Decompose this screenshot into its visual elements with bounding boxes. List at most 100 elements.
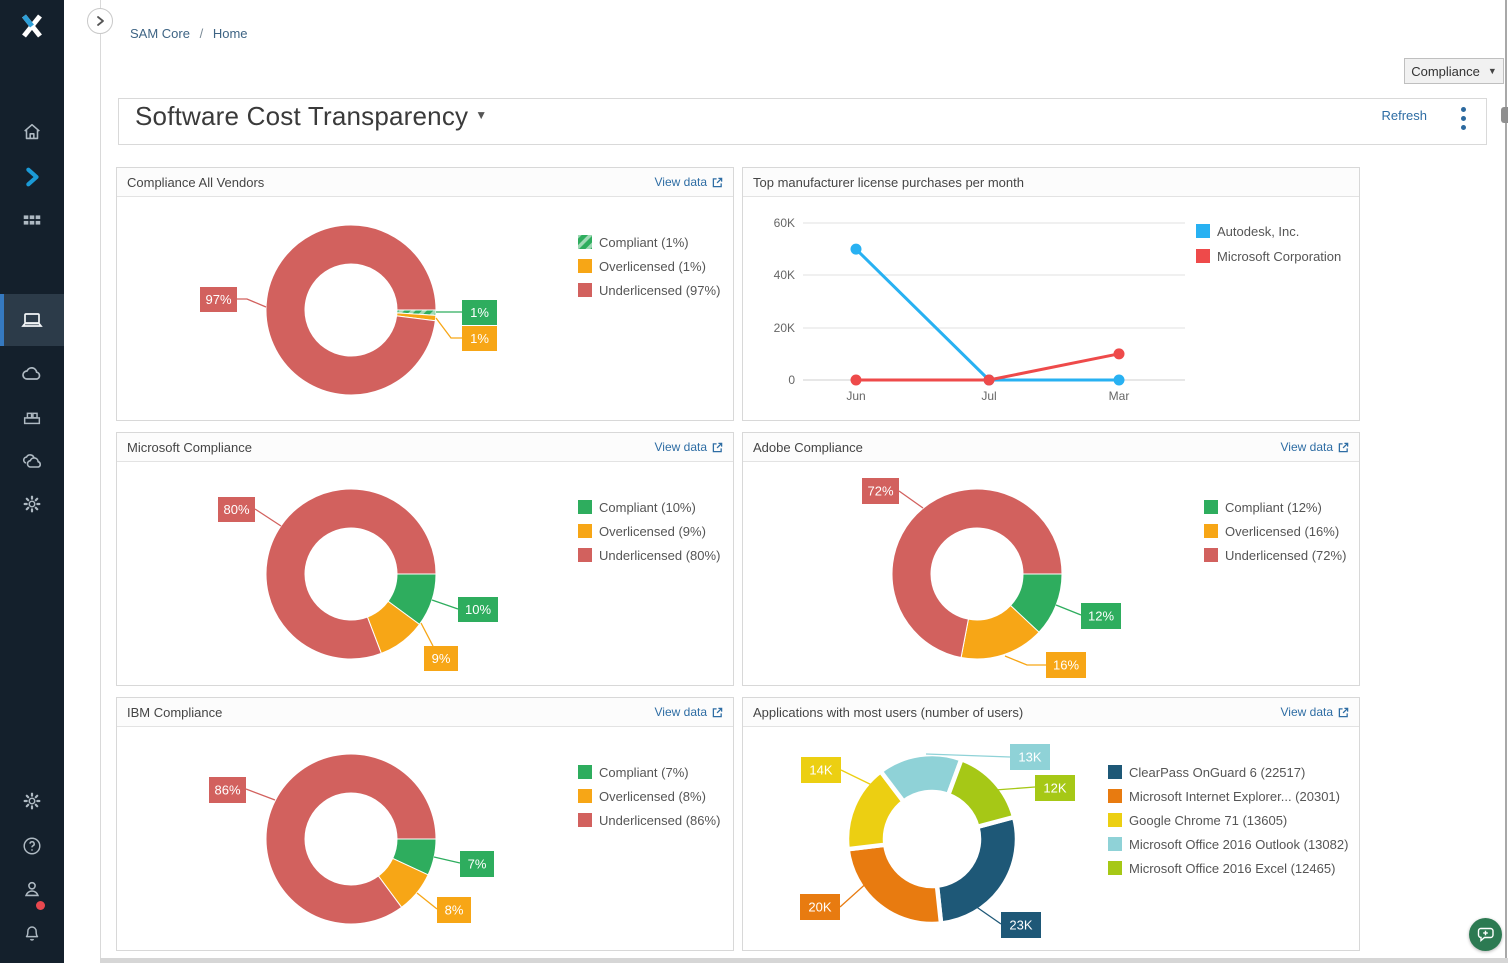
page-title: Software Cost Transparency: [135, 101, 469, 131]
sidebar-item-settings[interactable]: [0, 482, 64, 526]
panel-adobe-compliance: Adobe Compliance View data 12% 16% 72% Comp…: [742, 432, 1360, 686]
svg-text:Microsoft Office 2016 Excel (1: Microsoft Office 2016 Excel (12465): [1129, 861, 1335, 876]
help-icon: [23, 837, 41, 855]
sidebar-item-admin-settings[interactable]: [0, 779, 64, 823]
svg-text:12K: 12K: [1043, 781, 1066, 796]
svg-text:ClearPass OnGuard 6 (22517): ClearPass OnGuard 6 (22517): [1129, 765, 1305, 780]
svg-text:1%: 1%: [470, 305, 489, 320]
collapse-panel-button[interactable]: [87, 8, 113, 34]
window-right-border: [1505, 0, 1507, 958]
chevron-down-icon: ▼: [475, 108, 488, 122]
license-purchases-line-chart[interactable]: 60K 40K 20K 0 Jun Jul Mar Autodesk, Inc. Microso…: [743, 197, 1359, 420]
user-icon: [24, 881, 40, 897]
ibm-compliance-chart[interactable]: 7% 8% 86% Compliant (7%) Overlicensed (8%) Un…: [117, 727, 733, 950]
view-data-link[interactable]: View data: [655, 440, 723, 454]
svg-text:72%: 72%: [867, 484, 893, 499]
external-link-icon: [1338, 442, 1349, 452]
sidebar-item-flexera-arrow[interactable]: [0, 155, 64, 199]
svg-text:1%: 1%: [470, 331, 489, 346]
gear-icon: [23, 495, 41, 513]
svg-text:10%: 10%: [465, 602, 491, 617]
bell-icon: [25, 926, 39, 941]
sidebar-item-help[interactable]: [0, 824, 64, 868]
svg-text:Autodesk, Inc.: Autodesk, Inc.: [1217, 224, 1299, 239]
boxes-icon: [23, 412, 41, 425]
chevron-right-icon: [97, 16, 104, 26]
dashboard-title-dropdown[interactable]: Software Cost Transparency ▼: [135, 101, 487, 132]
svg-text:Compliant (10%): Compliant (10%): [599, 500, 696, 515]
sidebar-item-cloud[interactable]: [0, 352, 64, 396]
view-data-link[interactable]: View data: [655, 705, 723, 719]
svg-text:8%: 8%: [445, 903, 464, 918]
sidebar-item-installations[interactable]: [0, 395, 64, 439]
svg-text:86%: 86%: [214, 783, 240, 798]
panel-title: Top manufacturer license purchases per m…: [753, 174, 1024, 190]
sidebar-item-apps[interactable]: [0, 198, 64, 242]
view-data-link[interactable]: View data: [1281, 705, 1349, 719]
refresh-button[interactable]: Refresh: [1381, 108, 1427, 123]
svg-text:40K: 40K: [774, 268, 795, 282]
svg-text:60K: 60K: [774, 216, 795, 230]
svg-text:Overlicensed (8%): Overlicensed (8%): [599, 789, 706, 804]
svg-text:Compliant (1%): Compliant (1%): [599, 235, 689, 250]
svg-text:Overlicensed (9%): Overlicensed (9%): [599, 524, 706, 539]
svg-text:12%: 12%: [1088, 609, 1114, 624]
breadcrumb-sam-core[interactable]: SAM Core: [130, 26, 190, 41]
compliance-all-vendors-chart[interactable]: 1% 1% 97% Compliant (1%) Overlicensed (1%) Un…: [117, 197, 733, 420]
chevron-down-icon: ▼: [1487, 66, 1497, 76]
svg-text:14K: 14K: [809, 763, 832, 778]
laptop-icon: [21, 313, 43, 327]
breadcrumb: SAM Core / Home: [130, 26, 248, 41]
sidebar-item-home[interactable]: [0, 110, 64, 154]
svg-text:Underlicensed (80%): Underlicensed (80%): [599, 548, 720, 563]
panel-title: IBM Compliance: [127, 704, 223, 720]
breadcrumb-separator: /: [199, 26, 204, 41]
sidebar: [0, 0, 64, 963]
view-data-link[interactable]: View data: [655, 175, 723, 189]
chat-bubble-plus-icon: [1477, 927, 1494, 943]
dashboard-title-bar: Software Cost Transparency ▼ Refresh: [118, 98, 1487, 145]
right-splitter-handle[interactable]: [1501, 107, 1508, 123]
external-link-icon: [1338, 707, 1349, 717]
svg-text:Microsoft Internet Explorer...: Microsoft Internet Explorer... (20301): [1129, 789, 1340, 804]
applications-most-users-chart[interactable]: 23K 20K 14K 13K 12K ClearPass OnGuard 6 (2251…: [743, 727, 1359, 950]
svg-text:Compliant (12%): Compliant (12%): [1225, 500, 1322, 515]
external-link-icon: [712, 442, 723, 452]
microsoft-compliance-chart[interactable]: 10% 9% 80% Compliant (10%) Overlicensed (9%)…: [117, 462, 733, 685]
view-data-link[interactable]: View data: [1281, 440, 1349, 454]
panel-title: Compliance All Vendors: [127, 174, 265, 190]
panel-divider-line: [100, 0, 101, 958]
external-link-icon: [712, 707, 723, 717]
svg-text:Jun: Jun: [846, 389, 865, 403]
svg-text:23K: 23K: [1009, 918, 1032, 933]
more-options-menu[interactable]: [1457, 105, 1470, 132]
sidebar-item-account[interactable]: [0, 867, 64, 911]
svg-text:Jul: Jul: [981, 389, 996, 403]
svg-text:Underlicensed (97%): Underlicensed (97%): [599, 283, 720, 298]
svg-text:9%: 9%: [432, 651, 451, 666]
sidebar-item-devices[interactable]: [0, 294, 64, 346]
chevron-right-icon: [26, 167, 39, 187]
svg-text:80%: 80%: [223, 502, 249, 517]
breadcrumb-home[interactable]: Home: [212, 26, 248, 41]
notification-badge: [36, 901, 45, 910]
panel-title: Microsoft Compliance: [127, 439, 252, 455]
flexera-logo-icon: [15, 9, 49, 43]
panel-compliance-all-vendors: Compliance All Vendors View data 1% 1% 97%…: [116, 167, 734, 421]
sidebar-item-cloud-services[interactable]: [0, 439, 64, 483]
svg-text:Mar: Mar: [1109, 389, 1130, 403]
feedback-chat-button[interactable]: [1469, 918, 1502, 951]
adobe-compliance-chart[interactable]: 12% 16% 72% Compliant (12%) Overlicensed (16…: [743, 462, 1359, 685]
panel-title: Applications with most users (number of …: [753, 704, 1024, 720]
svg-text:Microsoft Corporation: Microsoft Corporation: [1217, 249, 1341, 264]
svg-text:13K: 13K: [1018, 750, 1041, 765]
sidebar-item-notifications[interactable]: [0, 911, 64, 955]
selected-indicator: [0, 294, 4, 346]
clouds-icon: [22, 454, 42, 468]
view-selector-dropdown[interactable]: Compliance ▼: [1404, 58, 1504, 84]
svg-text:20K: 20K: [808, 900, 831, 915]
svg-text:Underlicensed (72%): Underlicensed (72%): [1225, 548, 1346, 563]
gear-icon: [23, 792, 41, 810]
svg-text:Microsoft Office 2016 Outlook: Microsoft Office 2016 Outlook (13082): [1129, 837, 1348, 852]
